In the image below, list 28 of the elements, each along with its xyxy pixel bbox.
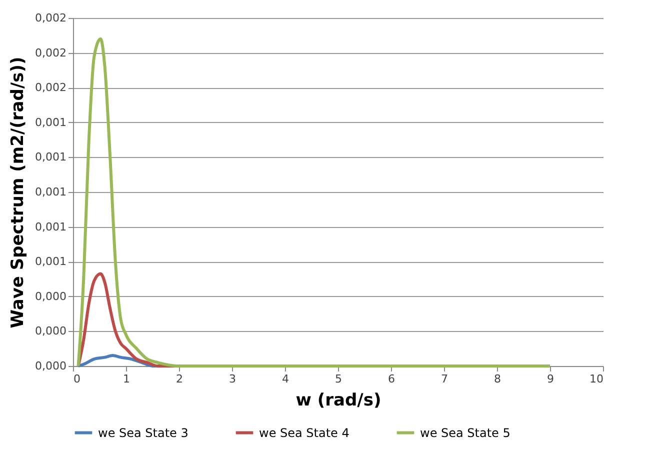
y-tick-label: 0,001 xyxy=(35,255,66,268)
x-tick-label: 2 xyxy=(176,372,183,386)
y-tick-label: 0,001 xyxy=(35,116,66,129)
y-tick-label: 0,000 xyxy=(35,290,66,303)
y-tick-label: 0,000 xyxy=(35,360,66,372)
x-tick-label: 8 xyxy=(494,372,501,386)
y-tick-label: 0,001 xyxy=(35,220,66,234)
legend-label: we Sea State 4 xyxy=(259,426,350,440)
y-axis-title: Wave Spectrum (m2/(rad/s)) xyxy=(8,56,28,328)
line-series xyxy=(76,37,552,368)
legend-label: we Sea State 5 xyxy=(420,426,510,440)
x-tick-label: 9 xyxy=(547,372,554,386)
x-tick-label: 6 xyxy=(388,372,395,386)
x-tick-label: 3 xyxy=(229,372,236,386)
x-tick-label: 4 xyxy=(282,372,289,386)
x-tick-label: 7 xyxy=(441,372,448,386)
x-tick-label: 5 xyxy=(335,372,342,386)
y-tick-label: 0,001 xyxy=(35,186,66,198)
x-tick-label: 1 xyxy=(123,372,130,386)
y-tick-label: 0,002 xyxy=(35,46,66,60)
y-tick-label: 0,001 xyxy=(35,150,66,164)
x-tick-label: 10 xyxy=(590,372,604,386)
x-tick-label: 0 xyxy=(74,372,80,386)
y-tick-label: 0,000 xyxy=(35,324,66,338)
legend-label: we Sea State 3 xyxy=(98,426,188,440)
x-axis-title: w (rad/s) xyxy=(296,390,382,410)
y-tick-label: 0,002 xyxy=(35,12,66,24)
y-tick-label: 0,002 xyxy=(35,81,66,94)
